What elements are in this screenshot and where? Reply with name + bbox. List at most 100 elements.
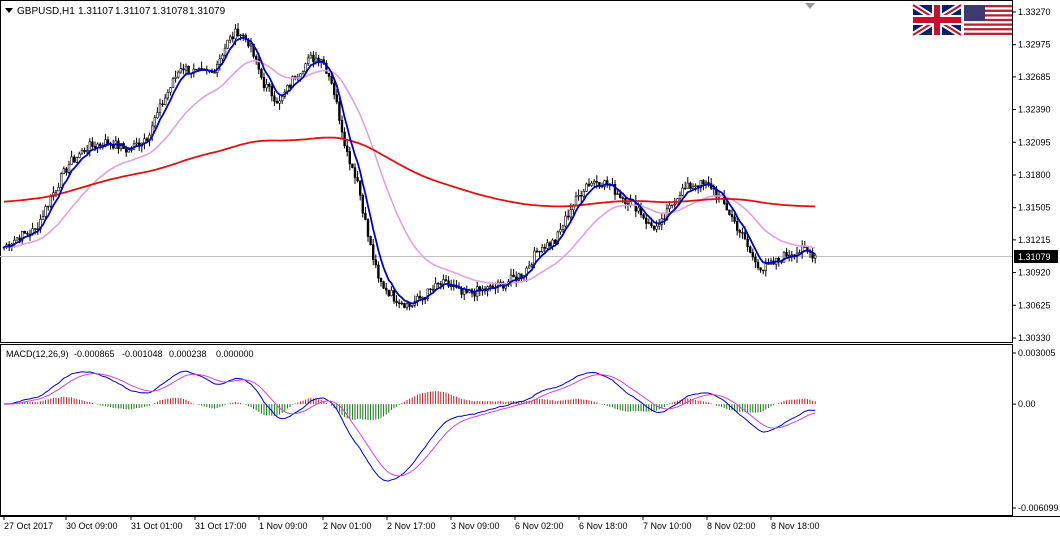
price-candle — [301, 70, 305, 75]
price-candle — [309, 51, 312, 59]
price-candle — [384, 282, 388, 295]
price-tick-label: 1.31505 — [1018, 203, 1051, 213]
price-candle — [746, 234, 749, 252]
price-candle — [179, 62, 182, 74]
fast-ma-line — [3, 36, 816, 305]
price-candle — [374, 254, 377, 269]
price-tick-label: 1.30625 — [1018, 300, 1051, 310]
price-candle — [169, 87, 172, 96]
macd-extra-value: 0.000000 — [216, 349, 254, 359]
price-tick-label: 1.32095 — [1018, 137, 1051, 147]
price-candle — [345, 139, 349, 157]
price-candle — [390, 286, 393, 297]
price-tick-label: 1.30920 — [1018, 268, 1051, 278]
price-candle — [782, 251, 786, 263]
shift-marker-icon[interactable] — [805, 3, 815, 9]
price-candle — [306, 54, 310, 66]
price-candle — [444, 274, 448, 282]
price-candle — [166, 89, 169, 101]
price-candle — [785, 247, 788, 258]
price-candle — [403, 302, 406, 309]
price-candle — [67, 160, 71, 176]
price-candle — [543, 243, 547, 253]
price-candle — [75, 156, 79, 164]
price-candle — [174, 70, 177, 83]
price-candle — [400, 300, 403, 306]
price-candle — [530, 262, 534, 268]
price-candle — [325, 60, 328, 74]
price-candle — [387, 289, 390, 298]
slow-ma-line — [3, 59, 816, 285]
price-candle — [218, 54, 221, 71]
price-candle — [436, 282, 440, 288]
price-candle — [751, 248, 755, 261]
time-tick-label: 6 Nov 02:00 — [515, 521, 564, 531]
chart-high: 1.31107 — [115, 6, 151, 17]
price-candle — [577, 189, 580, 201]
price-candle — [369, 235, 372, 246]
price-tick-label: 1.32390 — [1018, 105, 1051, 115]
price-panel-frame — [0, 0, 1013, 343]
macd-main-line — [3, 370, 816, 482]
price-candle — [548, 241, 552, 249]
price-candle — [759, 267, 762, 273]
time-tick-label: 27 Oct 2017 — [4, 521, 53, 531]
price-tick-label: 1.31215 — [1018, 235, 1051, 245]
price-candle — [761, 269, 765, 275]
price-candle — [741, 227, 744, 239]
price-candle — [426, 288, 429, 302]
price-candle — [231, 31, 234, 43]
time-tick-label: 7 Nov 10:00 — [643, 521, 692, 531]
price-candle — [431, 284, 435, 293]
price-candle — [83, 147, 86, 154]
price-candle — [613, 180, 617, 200]
price-candle — [616, 189, 619, 195]
price-candle — [410, 304, 414, 308]
price-candle — [288, 83, 292, 89]
price-candle — [361, 193, 364, 218]
chart-open: 1.31107 — [78, 6, 114, 17]
price-candle — [358, 180, 362, 201]
price-candle — [65, 167, 68, 176]
price-candle — [255, 54, 258, 65]
price-candle — [278, 95, 281, 110]
macd-tick-label: -0.006099 — [1018, 503, 1059, 513]
us-flag-icon — [964, 5, 1012, 35]
price-candle — [377, 261, 380, 283]
price-candle — [647, 218, 651, 225]
price-candle — [161, 99, 164, 107]
price-candle — [99, 142, 102, 150]
price-candle — [787, 249, 791, 262]
price-candle — [585, 182, 588, 192]
macd-panel-frame — [0, 344, 1013, 516]
price-candle — [356, 170, 359, 183]
time-tick-label: 1 Nov 09:00 — [259, 521, 308, 531]
macd-tick-label: 0.003005 — [1018, 348, 1056, 358]
price-candle — [691, 183, 695, 189]
price-candle — [327, 72, 331, 81]
price-candle — [579, 190, 583, 203]
price-candle — [517, 272, 521, 282]
chart-symbol: GBPUSD,H1 — [17, 6, 75, 17]
price-candle — [80, 148, 84, 155]
price-candle — [689, 181, 692, 190]
price-candle — [353, 163, 357, 185]
price-candle — [280, 95, 284, 104]
time-tick-label: 31 Oct 17:00 — [195, 521, 247, 531]
price-candle — [195, 68, 198, 71]
price-candle — [153, 114, 156, 129]
price-candle — [86, 145, 89, 155]
price-tick-label: 1.33270 — [1018, 7, 1051, 17]
price-candle — [229, 34, 232, 44]
price-candle — [748, 245, 752, 254]
price-tick-label: 1.30330 — [1018, 333, 1051, 343]
price-candle — [156, 107, 159, 119]
price-candle — [46, 205, 50, 211]
price-candle — [200, 61, 203, 70]
current-price-label: 1.31079 — [1018, 252, 1051, 262]
price-candle — [395, 295, 398, 307]
symbol-dropdown-icon[interactable] — [5, 8, 13, 13]
price-candle — [382, 280, 385, 290]
price-candle — [738, 228, 742, 238]
